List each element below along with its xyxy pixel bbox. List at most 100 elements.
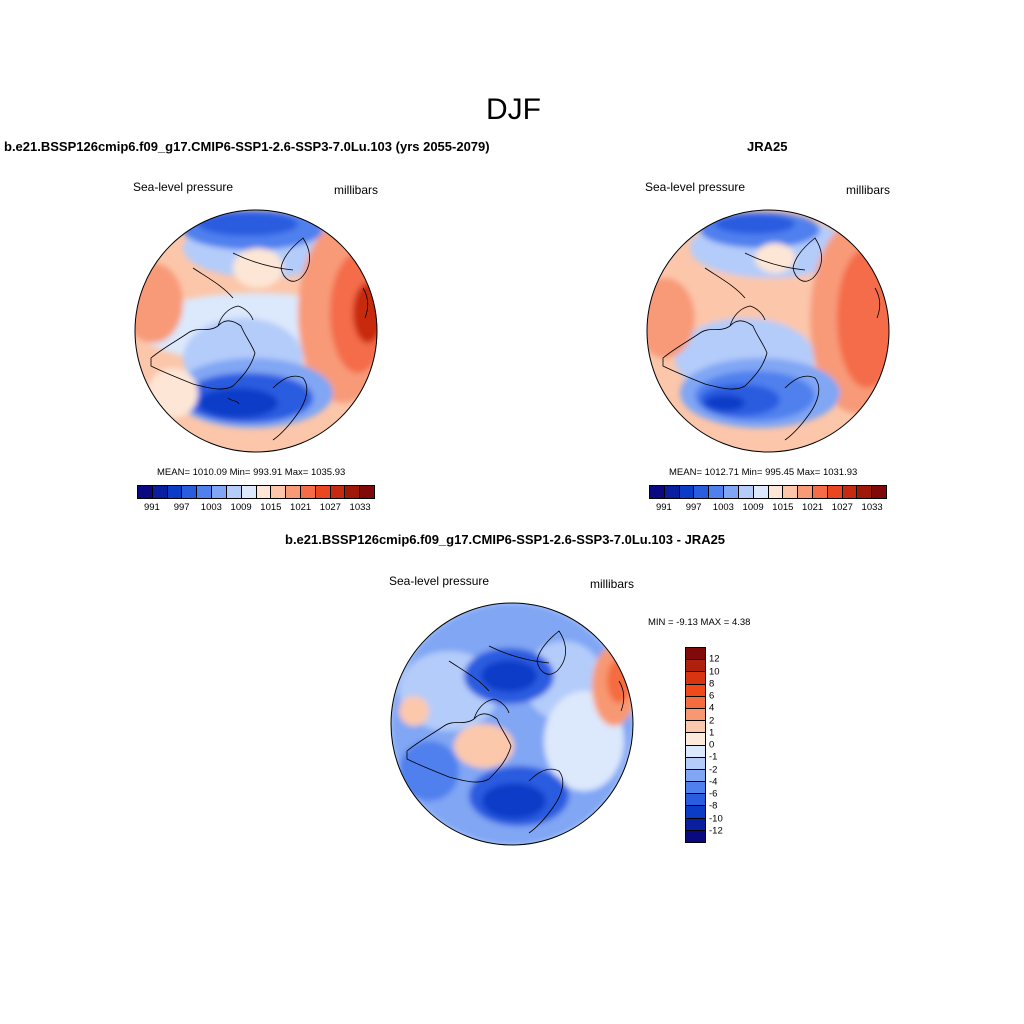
- colorbar-swatch: [827, 486, 843, 498]
- colorbar-tick-label: 991: [143, 502, 160, 513]
- colorbar-tick-label: 1009: [742, 502, 764, 513]
- colorbar-swatch: [709, 486, 725, 498]
- panel2-units-label: millibars: [846, 183, 891, 197]
- colorbar-tick-label: 1003: [712, 502, 734, 513]
- colorbar-swatch: [753, 486, 769, 498]
- colorbar-tick-label: 2: [709, 715, 715, 726]
- colorbar-tick-label: -6: [709, 788, 718, 800]
- colorbar-swatch: [783, 486, 799, 498]
- colorbar-swatch: [686, 672, 705, 685]
- colorbar-tick-label: 1003: [200, 502, 222, 513]
- colorbar-swatch: [686, 769, 705, 783]
- colorbar-swatch: [686, 806, 705, 819]
- colorbar-tick-label: 0: [709, 739, 715, 751]
- colorbar-swatch: [738, 486, 754, 498]
- panel3-title: b.e21.BSSP126cmip6.f09_g17.CMIP6-SSP1-2.…: [285, 532, 726, 547]
- panel1-colorbar-ticks: 991 997 1003 1009 1015 1021 1027 1033: [137, 502, 375, 516]
- colorbar-tick-label: 8: [709, 678, 715, 690]
- panel3-polar-map: [390, 602, 634, 846]
- colorbar-swatch: [686, 696, 705, 709]
- colorbar-tick-label: 12: [709, 653, 720, 665]
- panel2-colorbar: [649, 485, 887, 499]
- panel3-units-label: millibars: [590, 577, 635, 591]
- colorbar-swatch: [686, 708, 705, 722]
- panel1-stats: MEAN= 1010.09 Min= 993.91 Max= 1035.93: [157, 467, 346, 478]
- colorbar-tick-label: 997: [685, 502, 702, 513]
- colorbar-tick-label: -12: [709, 825, 723, 837]
- panel3-colorbar: [685, 647, 706, 843]
- colorbar-tick-label: 10: [709, 666, 720, 677]
- colorbar-swatch: [686, 721, 705, 734]
- colorbar-swatch: [315, 486, 331, 498]
- colorbar-swatch: [197, 486, 213, 498]
- colorbar-tick-label: 6: [709, 690, 715, 702]
- colorbar-tick-label: -2: [709, 764, 718, 775]
- colorbar-tick-label: 997: [173, 502, 190, 513]
- colorbar-tick-label: 1015: [772, 502, 794, 513]
- colorbar-swatch: [138, 486, 153, 498]
- colorbar-swatch: [686, 660, 705, 673]
- colorbar-swatch: [768, 486, 784, 498]
- colorbar-tick-label: -1: [709, 751, 718, 763]
- panel2-variable-label: Sea-level pressure: [645, 180, 746, 194]
- colorbar-swatch: [686, 733, 705, 746]
- panel1-variable-label: Sea-level pressure: [133, 180, 234, 194]
- colorbar-swatch: [812, 486, 828, 498]
- colorbar-swatch: [664, 486, 680, 498]
- colorbar-swatch: [798, 486, 813, 498]
- panel3-variable-label: Sea-level pressure: [389, 574, 490, 588]
- colorbar-swatch: [241, 486, 257, 498]
- panel1-units-label: millibars: [334, 183, 379, 197]
- colorbar-swatch: [686, 830, 705, 842]
- colorbar-tick-label: -8: [709, 800, 718, 812]
- panel1-title: b.e21.BSSP126cmip6.f09_g17.CMIP6-SSP1-2.…: [4, 139, 490, 154]
- colorbar-swatch: [286, 486, 301, 498]
- colorbar-tick-label: 1033: [349, 502, 371, 513]
- panel1-colorbar: [137, 485, 375, 499]
- colorbar-tick-label: 991: [655, 502, 672, 513]
- colorbar-swatch: [650, 486, 665, 498]
- colorbar-tick-label: -4: [709, 776, 718, 788]
- colorbar-tick-label: 1: [709, 727, 715, 739]
- panel1-polar-map: [134, 209, 378, 453]
- colorbar-tick-label: 1027: [831, 502, 853, 513]
- colorbar-swatch: [152, 486, 168, 498]
- colorbar-swatch: [300, 486, 316, 498]
- colorbar-swatch: [345, 486, 361, 498]
- colorbar-swatch: [842, 486, 858, 498]
- panel2-polar-map: [646, 209, 890, 453]
- colorbar-swatch: [679, 486, 695, 498]
- colorbar-tick-label: 1015: [260, 502, 282, 513]
- panel2-title: JRA25: [747, 139, 788, 154]
- colorbar-swatch: [857, 486, 873, 498]
- colorbar-tick-label: 1033: [861, 502, 883, 513]
- colorbar-tick-label: 4: [709, 702, 715, 714]
- colorbar-tick-label: -10: [709, 813, 723, 824]
- colorbar-swatch: [182, 486, 198, 498]
- panel3-colorbar-ticks: 12 10 8 6 4 2 1 0 -1 -2 -4 -6 -8 -10 -12: [709, 647, 739, 843]
- colorbar-swatch: [694, 486, 710, 498]
- panel2-stats: MEAN= 1012.71 Min= 995.45 Max= 1031.93: [669, 467, 858, 478]
- colorbar-tick-label: 1021: [290, 502, 312, 513]
- panel2-colorbar-ticks: 991 997 1003 1009 1015 1021 1027 1033: [649, 502, 887, 516]
- colorbar-swatch: [360, 486, 374, 498]
- colorbar-swatch: [686, 818, 705, 831]
- colorbar-swatch: [686, 757, 705, 770]
- colorbar-swatch: [330, 486, 346, 498]
- colorbar-swatch: [226, 486, 242, 498]
- colorbar-swatch: [686, 648, 705, 661]
- colorbar-swatch: [271, 486, 287, 498]
- colorbar-tick-label: 1009: [230, 502, 252, 513]
- panel3-stats: MIN = -9.13 MAX = 4.38: [648, 617, 751, 628]
- colorbar-swatch: [686, 684, 705, 697]
- colorbar-swatch: [686, 782, 705, 795]
- colorbar-swatch: [724, 486, 739, 498]
- colorbar-swatch: [212, 486, 227, 498]
- colorbar-swatch: [686, 745, 705, 758]
- colorbar-tick-label: 1021: [802, 502, 824, 513]
- colorbar-swatch: [686, 794, 705, 807]
- colorbar-tick-label: 1027: [319, 502, 341, 513]
- colorbar-swatch: [256, 486, 272, 498]
- colorbar-swatch: [872, 486, 886, 498]
- season-title: DJF: [486, 93, 541, 126]
